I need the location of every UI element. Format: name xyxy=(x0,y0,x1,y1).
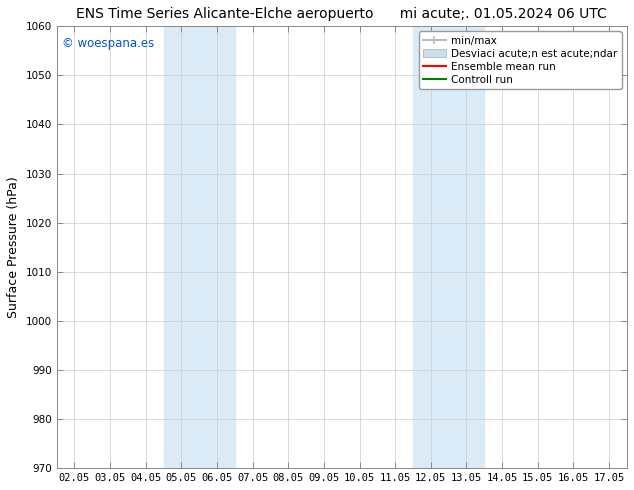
Bar xyxy=(164,26,235,468)
Text: © woespana.es: © woespana.es xyxy=(62,37,155,50)
Y-axis label: Surface Pressure (hPa): Surface Pressure (hPa) xyxy=(7,176,20,318)
Legend: min/max, Desviaci acute;n est acute;ndar, Ensemble mean run, Controll run: min/max, Desviaci acute;n est acute;ndar… xyxy=(419,31,621,89)
Title: ENS Time Series Alicante-Elche aeropuerto      mi acute;. 01.05.2024 06 UTC: ENS Time Series Alicante-Elche aeropuert… xyxy=(76,7,607,21)
Bar xyxy=(413,26,484,468)
